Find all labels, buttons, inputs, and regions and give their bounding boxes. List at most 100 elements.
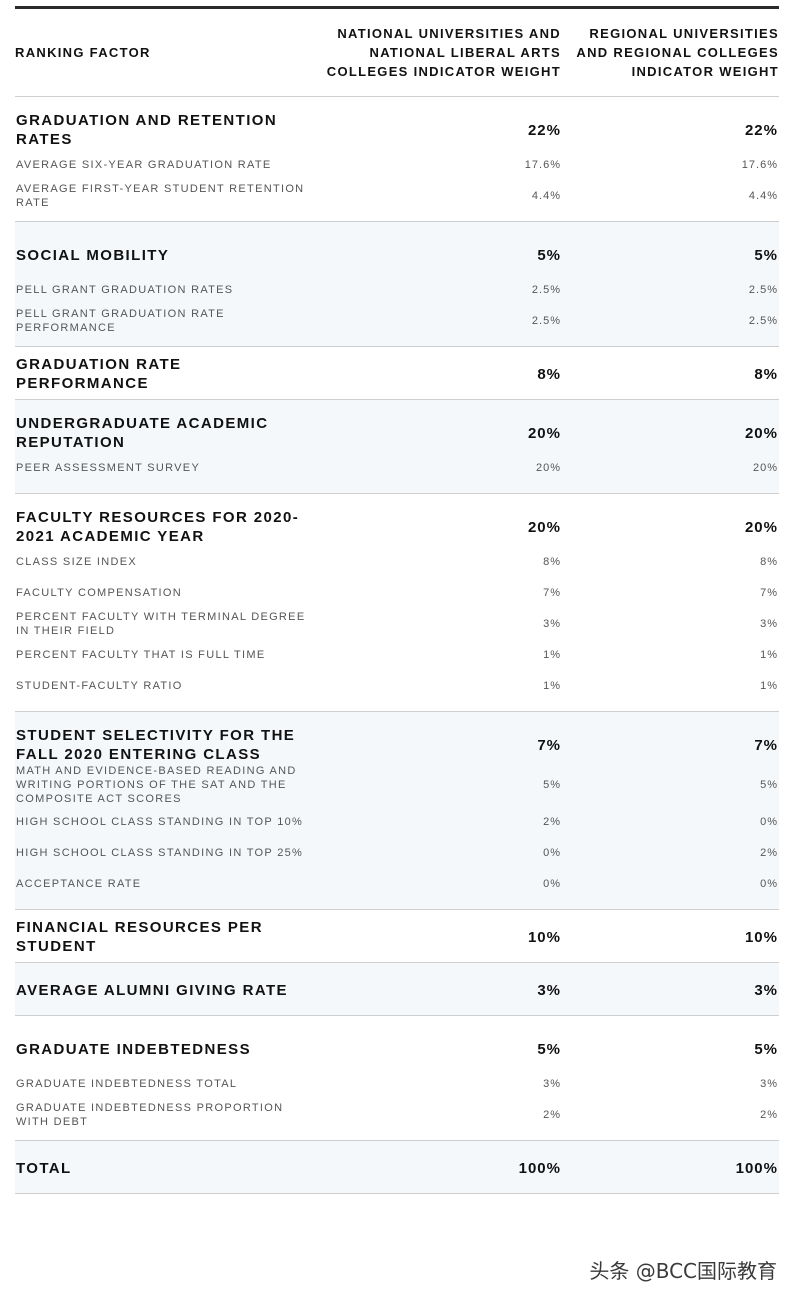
factor-regional-weight: 5% bbox=[754, 246, 778, 264]
factor-national-weight: 7% bbox=[537, 736, 561, 754]
factor-group: AVERAGE ALUMNI GIVING RATE 3% 3% bbox=[15, 963, 779, 1016]
subfactor-name: ACCEPTANCE RATE bbox=[16, 877, 142, 890]
factor-group: TOTAL 100% 100% bbox=[15, 1141, 779, 1194]
factor-group: GRADUATION AND RETENTION RATES 22% 22% AVER… bbox=[15, 97, 779, 222]
factor-name: AVERAGE ALUMNI GIVING RATE bbox=[16, 981, 288, 999]
factor-national-weight: 20% bbox=[527, 424, 561, 442]
subfactor-row: PEER ASSESSMENT SURVEY 20% 20% bbox=[15, 452, 779, 483]
subfactor-row: PERCENT FACULTY WITH TERMINAL DEGREE IN … bbox=[15, 608, 779, 639]
factor-group: GRADUATE INDEBTEDNESS 5% 5% GRADUATE INDEBT… bbox=[15, 1016, 779, 1141]
subfactor-row: MATH AND EVIDENCE-BASED READING AND WRIT… bbox=[15, 764, 779, 806]
subfactor-regional-weight: 2.5% bbox=[748, 314, 778, 327]
factor-row: AVERAGE ALUMNI GIVING RATE 3% 3% bbox=[15, 971, 779, 1009]
subfactor-name: PEER ASSESSMENT SURVEY bbox=[16, 461, 201, 474]
subfactor-name: STUDENT-FACULTY RATIO bbox=[16, 679, 183, 692]
subfactor-regional-weight: 0% bbox=[760, 815, 778, 828]
table-header: RANKING FACTOR NATIONAL UNIVERSITIES AND… bbox=[15, 9, 779, 97]
factor-row: GRADUATE INDEBTEDNESS 5% 5% bbox=[15, 1030, 779, 1068]
subfactor-regional-weight: 0% bbox=[760, 877, 778, 890]
factor-national-weight: 8% bbox=[537, 365, 561, 383]
factor-row: SOCIAL MOBILITY 5% 5% bbox=[15, 236, 779, 274]
subfactor-regional-weight: 1% bbox=[760, 648, 778, 661]
factor-national-weight: 22% bbox=[527, 121, 561, 139]
factor-row: GRADUATION AND RETENTION RATES 22% 22% bbox=[15, 111, 779, 149]
subfactor-national-weight: 3% bbox=[543, 1077, 561, 1090]
factor-regional-weight: 8% bbox=[754, 365, 778, 383]
subfactor-name: PELL GRANT GRADUATION RATE PERFORMANCE bbox=[16, 307, 225, 334]
subfactor-name: FACULTY COMPENSATION bbox=[16, 586, 182, 599]
subfactor-national-weight: 4.4% bbox=[531, 189, 561, 202]
header-ranking-factor: RANKING FACTOR bbox=[15, 45, 151, 60]
subfactor-regional-weight: 2.5% bbox=[748, 283, 778, 296]
factor-regional-weight: 20% bbox=[744, 518, 778, 536]
subfactor-row: FACULTY COMPENSATION 7% 7% bbox=[15, 577, 779, 608]
factor-name: FACULTY RESOURCES FOR 2020-2021 ACADEMIC… bbox=[16, 509, 300, 545]
subfactor-regional-weight: 2% bbox=[760, 1108, 778, 1121]
factor-name: GRADUATION AND RETENTION RATES bbox=[16, 112, 278, 148]
subfactor-regional-weight: 4.4% bbox=[748, 189, 778, 202]
subfactor-name: GRADUATE INDEBTEDNESS PROPORTION WITH DE… bbox=[16, 1101, 284, 1128]
subfactor-regional-weight: 5% bbox=[760, 779, 778, 791]
factor-regional-weight: 10% bbox=[744, 928, 778, 946]
subfactor-row: HIGH SCHOOL CLASS STANDING IN TOP 10% 2% 0… bbox=[15, 806, 779, 837]
subfactor-row: CLASS SIZE INDEX 8% 8% bbox=[15, 546, 779, 577]
subfactor-national-weight: 17.6% bbox=[524, 158, 561, 171]
factor-row: UNDERGRADUATE ACADEMIC REPUTATION 20% 20% bbox=[15, 414, 779, 452]
factor-regional-weight: 22% bbox=[744, 121, 778, 139]
subfactor-name: AVERAGE SIX-YEAR GRADUATION RATE bbox=[16, 158, 272, 171]
subfactor-national-weight: 0% bbox=[543, 846, 561, 859]
subfactor-regional-weight: 3% bbox=[760, 1077, 778, 1090]
header-national-weight: NATIONAL UNIVERSITIES AND NATIONAL LIBER… bbox=[326, 26, 561, 79]
subfactor-national-weight: 20% bbox=[535, 461, 561, 474]
subfactor-national-weight: 2% bbox=[543, 815, 561, 828]
subfactor-national-weight: 2% bbox=[543, 1108, 561, 1121]
subfactor-national-weight: 1% bbox=[543, 679, 561, 692]
factor-national-weight: 5% bbox=[537, 246, 561, 264]
subfactor-national-weight: 3% bbox=[543, 617, 561, 630]
subfactor-regional-weight: 8% bbox=[760, 555, 778, 568]
header-regional-weight: REGIONAL UNIVERSITIES AND REGIONAL COLLE… bbox=[576, 26, 779, 79]
factor-name: TOTAL bbox=[16, 1159, 72, 1177]
subfactor-national-weight: 8% bbox=[543, 555, 561, 568]
subfactor-name: AVERAGE FIRST-YEAR STUDENT RETENTION RAT… bbox=[16, 182, 305, 209]
factor-group: FACULTY RESOURCES FOR 2020-2021 ACADEMIC… bbox=[15, 494, 779, 712]
subfactor-row: PELL GRANT GRADUATION RATES 2.5% 2.5% bbox=[15, 274, 779, 305]
factor-national-weight: 5% bbox=[537, 1040, 561, 1058]
factor-name: FINANCIAL RESOURCES PER STUDENT bbox=[16, 919, 263, 955]
subfactor-name: HIGH SCHOOL CLASS STANDING IN TOP 10% bbox=[16, 815, 304, 828]
factor-row: TOTAL 100% 100% bbox=[15, 1149, 779, 1187]
factor-national-weight: 100% bbox=[518, 1159, 561, 1177]
factor-group: STUDENT SELECTIVITY FOR THE FALL 2020 EN… bbox=[15, 712, 779, 910]
factor-regional-weight: 20% bbox=[744, 424, 778, 442]
subfactor-name: CLASS SIZE INDEX bbox=[16, 555, 138, 568]
subfactor-national-weight: 2.5% bbox=[531, 283, 561, 296]
factor-row: GRADUATION RATE PERFORMANCE 8% 8% bbox=[15, 355, 779, 393]
subfactor-row: AVERAGE FIRST-YEAR STUDENT RETENTION RAT… bbox=[15, 180, 779, 211]
subfactor-row: GRADUATE INDEBTEDNESS PROPORTION WITH DE… bbox=[15, 1099, 779, 1130]
subfactor-regional-weight: 1% bbox=[760, 679, 778, 692]
factor-group: UNDERGRADUATE ACADEMIC REPUTATION 20% 20% P… bbox=[15, 400, 779, 494]
factor-name: STUDENT SELECTIVITY FOR THE FALL 2020 EN… bbox=[16, 727, 296, 763]
subfactor-row: AVERAGE SIX-YEAR GRADUATION RATE 17.6% 17.… bbox=[15, 149, 779, 180]
ranking-factors-table: RANKING FACTOR NATIONAL UNIVERSITIES AND… bbox=[15, 6, 779, 1194]
factor-group: FINANCIAL RESOURCES PER STUDENT 10% 10% bbox=[15, 910, 779, 963]
factor-name: GRADUATION RATE PERFORMANCE bbox=[16, 356, 182, 392]
subfactor-row: ACCEPTANCE RATE 0% 0% bbox=[15, 868, 779, 899]
subfactor-name: PERCENT FACULTY WITH TERMINAL DEGREE IN … bbox=[16, 610, 306, 637]
subfactor-row: PELL GRANT GRADUATION RATE PERFORMANCE 2.… bbox=[15, 305, 779, 336]
subfactor-national-weight: 7% bbox=[543, 586, 561, 599]
subfactor-regional-weight: 3% bbox=[760, 617, 778, 630]
subfactor-row: GRADUATE INDEBTEDNESS TOTAL 3% 3% bbox=[15, 1068, 779, 1099]
subfactor-name: HIGH SCHOOL CLASS STANDING IN TOP 25% bbox=[16, 846, 304, 859]
subfactor-row: HIGH SCHOOL CLASS STANDING IN TOP 25% 0% 2… bbox=[15, 837, 779, 868]
subfactor-national-weight: 1% bbox=[543, 648, 561, 661]
factor-row: FACULTY RESOURCES FOR 2020-2021 ACADEMIC… bbox=[15, 508, 779, 546]
subfactor-regional-weight: 2% bbox=[760, 846, 778, 859]
watermark: 头条 @BCC国际教育 bbox=[589, 1259, 777, 1283]
factor-regional-weight: 5% bbox=[754, 1040, 778, 1058]
factor-name: GRADUATE INDEBTEDNESS bbox=[16, 1040, 251, 1058]
factor-national-weight: 20% bbox=[527, 518, 561, 536]
factor-regional-weight: 3% bbox=[754, 981, 778, 999]
subfactor-name: PERCENT FACULTY THAT IS FULL TIME bbox=[16, 648, 266, 661]
table-body: GRADUATION AND RETENTION RATES 22% 22% AVER… bbox=[15, 97, 779, 1194]
